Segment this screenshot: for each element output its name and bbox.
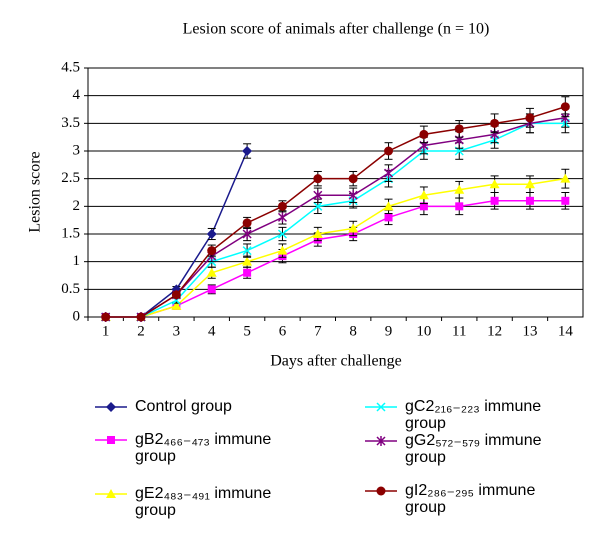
marker — [454, 124, 464, 134]
marker — [419, 202, 428, 211]
chart-title: Lesion score of animals after challenge … — [183, 21, 490, 38]
marker — [348, 223, 359, 233]
y-tick-label: 2 — [73, 198, 81, 214]
legend-label: gI2₂₈₆₋₂₉₅ immune group — [405, 482, 536, 516]
series-line — [105, 122, 566, 318]
x-tick-label: 10 — [416, 323, 431, 339]
marker — [106, 402, 116, 412]
marker — [243, 268, 252, 277]
marker — [207, 285, 216, 294]
x-tick-label: 1 — [102, 323, 110, 339]
legend-label: gE2₄₈₃₋₄₉₁ immune group — [135, 485, 272, 519]
marker — [454, 184, 465, 194]
marker — [106, 489, 116, 498]
marker — [207, 246, 217, 256]
marker — [242, 246, 252, 256]
marker — [418, 190, 429, 200]
marker — [171, 300, 182, 310]
x-tick-label: 4 — [208, 323, 216, 339]
x-axis-label: Days after challenge — [270, 353, 401, 370]
marker — [171, 290, 181, 300]
marker — [560, 173, 571, 183]
marker — [313, 190, 323, 201]
marker — [376, 402, 386, 412]
marker — [561, 196, 570, 205]
y-tick-label: 3 — [73, 142, 81, 158]
marker — [524, 179, 535, 189]
x-tick-label: 13 — [522, 323, 537, 339]
marker — [384, 168, 394, 179]
marker — [242, 256, 253, 266]
series-line — [105, 106, 566, 318]
marker — [419, 129, 429, 139]
plot-frame — [87, 67, 584, 318]
marker — [242, 218, 252, 228]
marker — [107, 436, 115, 444]
marker — [313, 201, 323, 211]
x-tick-label: 12 — [487, 323, 502, 339]
y-tick-label: 4 — [73, 87, 81, 103]
marker — [206, 229, 217, 239]
marker — [312, 229, 323, 238]
legend-label: gC2₂₁₆₋₂₂₃ immune group — [405, 398, 542, 432]
y-tick-label: 1 — [73, 253, 81, 269]
legend-label: gB2₄₆₆₋₄₇₃ immune group — [135, 431, 272, 465]
marker — [277, 212, 287, 223]
marker — [376, 486, 386, 496]
marker — [277, 245, 288, 255]
x-tick-label: 9 — [385, 323, 393, 339]
y-tick-label: 0.5 — [61, 281, 80, 297]
marker — [277, 201, 287, 211]
x-tick-label: 11 — [452, 323, 466, 339]
marker — [490, 196, 499, 205]
x-tick-label: 7 — [314, 323, 322, 339]
y-tick-label: 0 — [73, 308, 81, 324]
y-tick-label: 4.5 — [61, 59, 80, 75]
marker — [136, 312, 146, 322]
marker — [490, 118, 500, 128]
marker — [242, 229, 252, 239]
x-tick-label: 2 — [137, 323, 145, 339]
x-tick-label: 8 — [349, 323, 357, 339]
y-tick-label: 2.5 — [61, 170, 80, 186]
marker — [348, 174, 358, 184]
marker — [348, 190, 358, 201]
series-line — [105, 177, 566, 318]
y-tick-label: 1.5 — [61, 225, 80, 241]
x-tick-label: 14 — [558, 323, 574, 339]
legend-label: gG2₅₇₂₋₅₇₉ immune group — [405, 432, 542, 466]
marker — [383, 201, 394, 211]
marker — [525, 196, 534, 205]
marker — [384, 213, 393, 222]
marker — [455, 202, 464, 211]
y-tick-label: 3.5 — [61, 115, 80, 131]
marker — [206, 267, 217, 277]
x-tick-label: 3 — [173, 323, 181, 339]
legend-label: Control group — [135, 398, 232, 415]
marker — [376, 436, 386, 446]
marker — [242, 146, 253, 156]
marker — [384, 146, 394, 156]
marker — [525, 113, 535, 123]
x-tick-label: 6 — [279, 323, 287, 339]
marker — [313, 174, 323, 184]
y-axis-label: Lesion score — [27, 151, 44, 232]
marker — [277, 229, 287, 239]
marker — [560, 102, 570, 112]
marker — [489, 179, 500, 189]
marker — [101, 312, 111, 322]
x-tick-label: 5 — [243, 323, 251, 339]
series-line — [105, 200, 566, 318]
